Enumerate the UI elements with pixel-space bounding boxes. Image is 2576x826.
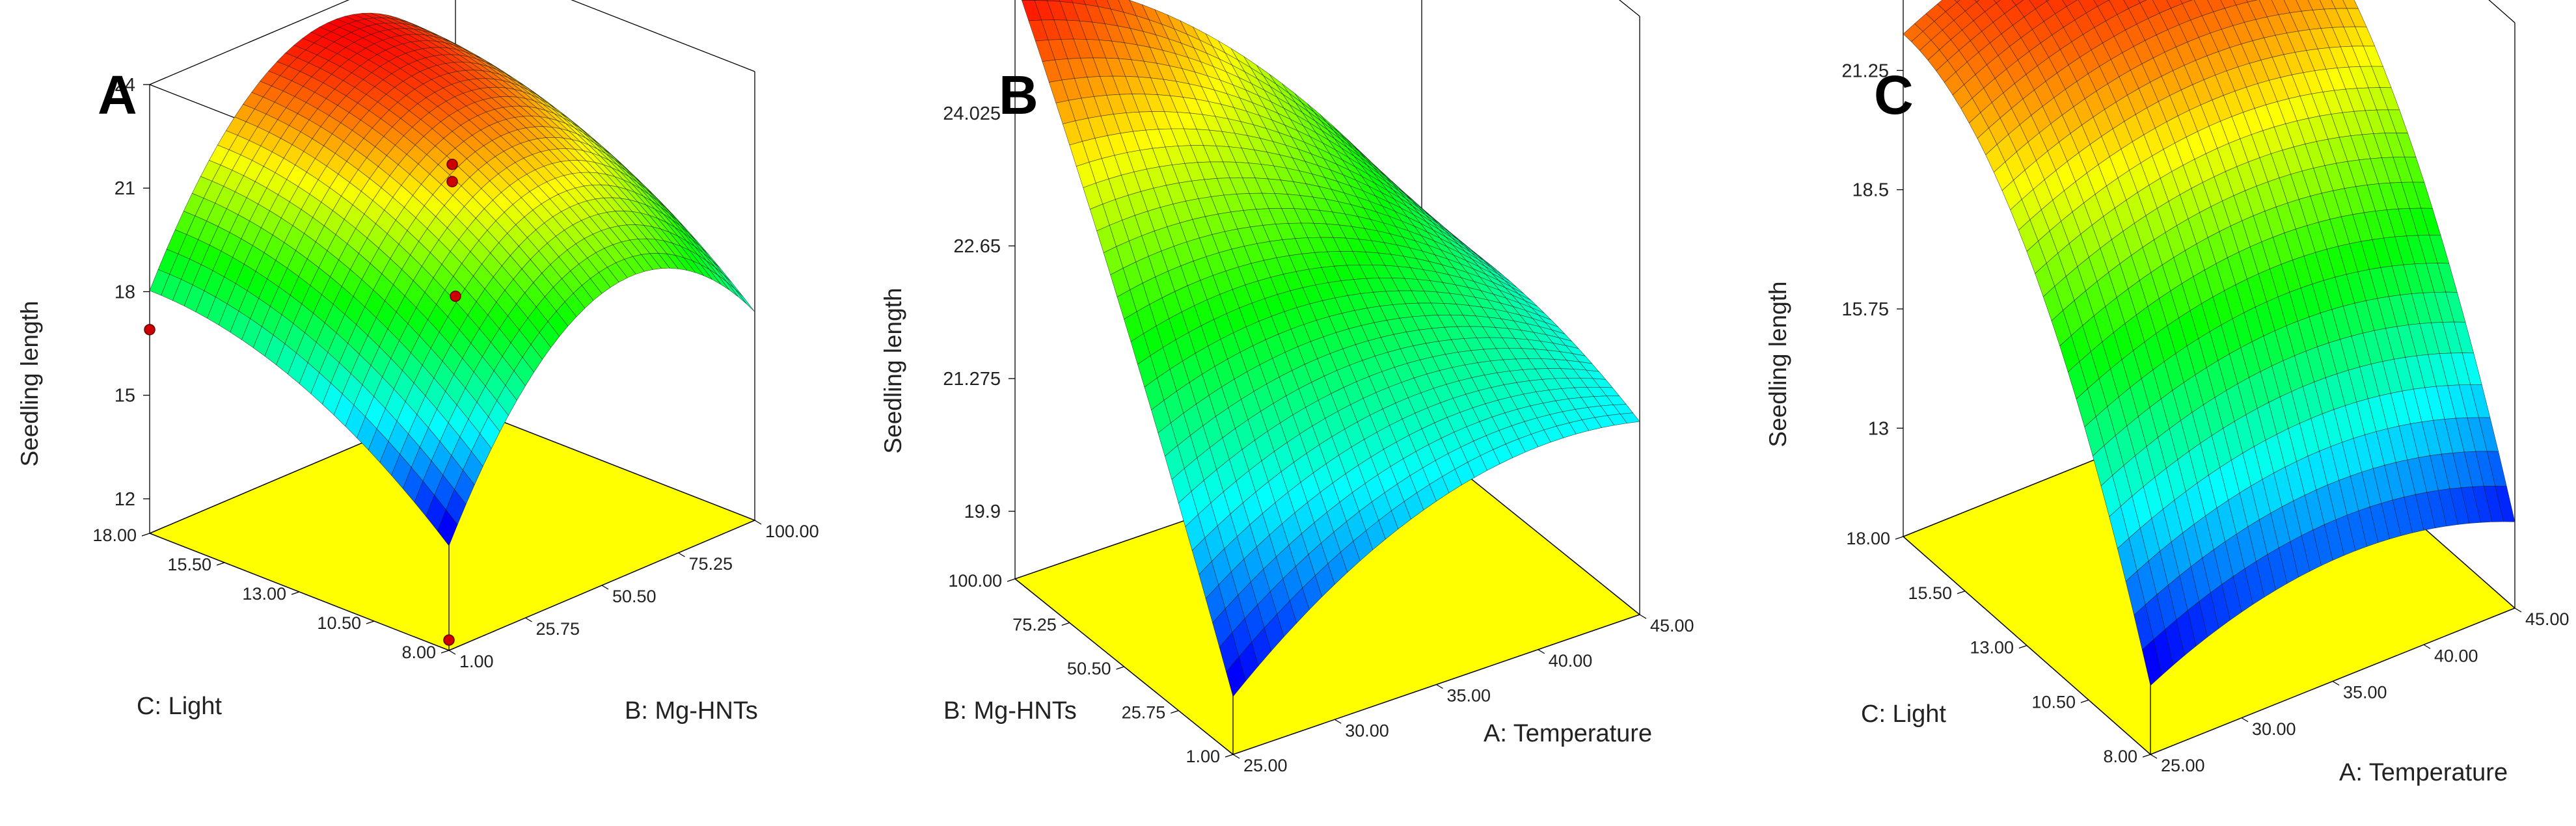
z-tick-label: 13 xyxy=(1868,418,1889,439)
design-point xyxy=(450,290,461,302)
y-tick-label: 10.50 xyxy=(2031,692,2076,712)
design-point xyxy=(446,158,458,170)
response-surface xyxy=(1021,0,1640,697)
y-tick-label: 50.50 xyxy=(1067,659,1111,678)
design-point xyxy=(144,324,156,336)
z-tick-label: 24 xyxy=(115,75,135,96)
design-point xyxy=(446,176,458,187)
y-tick-label: 8.00 xyxy=(2103,747,2137,766)
y-tick-label: 18.00 xyxy=(92,526,137,545)
panel-b-surface-plot: 19.921.27522.6524.02525.41.0025.7550.507… xyxy=(880,0,1694,775)
y-tick-label: 10.50 xyxy=(317,613,361,633)
y-tick-label: 75.25 xyxy=(1012,615,1057,635)
x-tick-label: 35.00 xyxy=(2343,683,2387,702)
x-axis-title: A: Temperature xyxy=(2339,759,2508,786)
z-tick-label: 21.25 xyxy=(1841,60,1889,81)
z-axis-title: Seedling length xyxy=(1765,281,1791,447)
response-surface xyxy=(149,12,755,546)
x-tick-label: 50.50 xyxy=(612,587,657,606)
panel-c-surface-plot: 1315.7518.521.25248.0010.5013.0015.5018.… xyxy=(1765,0,2569,786)
z-tick-label: 24.025 xyxy=(943,103,1001,124)
y-tick-label: 1.00 xyxy=(1186,747,1220,766)
y-tick-label: 8.00 xyxy=(401,643,436,662)
x-tick-label: 25.75 xyxy=(536,619,580,639)
y-tick-label: 13.00 xyxy=(1970,638,2014,658)
x-axis-ticks: 25.00 30.00 35.00 40.00 45.00 xyxy=(2150,607,2569,775)
x-axis-ticks: 25.00 30.00 35.00 40.00 45.00 xyxy=(1232,614,1694,775)
x-tick-label: 45.00 xyxy=(2525,609,2569,629)
panel-letter: B xyxy=(999,64,1038,126)
x-axis-title: B: Mg-HNTs xyxy=(625,697,758,725)
x-tick-label: 75.25 xyxy=(689,554,733,574)
y-tick-label: 15.50 xyxy=(1908,583,1952,603)
y-tick-label: 100.00 xyxy=(948,571,1002,591)
x-tick-label: 35.00 xyxy=(1447,686,1491,706)
z-tick-label: 22.65 xyxy=(953,236,1001,257)
y-axis-title: B: Mg-HNTs xyxy=(943,697,1077,725)
x-tick-label: 30.00 xyxy=(2252,719,2296,739)
y-tick-label: 13.00 xyxy=(242,584,286,604)
z-tick-label: 18.5 xyxy=(1852,180,1889,201)
z-tick-label: 18 xyxy=(115,282,135,302)
z-axis-title: Seedling length xyxy=(16,300,43,466)
x-tick-label: 1.00 xyxy=(459,652,494,671)
z-axis-ticks: 12 15 18 21 24 xyxy=(115,75,150,510)
y-axis-title: C: Light xyxy=(1861,700,1946,728)
z-tick-label: 21 xyxy=(115,178,135,199)
x-tick-label: 25.00 xyxy=(2161,756,2205,775)
panel-letter: C xyxy=(1874,64,1914,126)
x-tick-label: 25.00 xyxy=(1243,756,1288,775)
x-tick-label: 30.00 xyxy=(1345,721,1389,740)
z-tick-label: 19.9 xyxy=(964,501,1001,522)
y-axis-title: C: Light xyxy=(137,693,222,720)
x-tick-label: 45.00 xyxy=(1650,616,1694,635)
x-tick-label: 40.00 xyxy=(1549,651,1593,671)
z-tick-label: 15.75 xyxy=(1841,299,1889,320)
z-tick-label: 15 xyxy=(115,386,135,406)
y-axis-ticks: 1.00 25.75 50.50 75.25 100.00 xyxy=(948,571,1234,766)
panel-letter: A xyxy=(98,64,137,126)
x-axis-ticks: 1.00 25.75 50.50 75.25 100.00 xyxy=(448,520,819,671)
z-tick-label: 12 xyxy=(115,489,135,510)
x-tick-label: 40.00 xyxy=(2434,646,2478,665)
x-tick-label: 100.00 xyxy=(765,522,819,541)
z-tick-label: 21.275 xyxy=(943,369,1001,390)
y-tick-label: 15.50 xyxy=(167,555,211,574)
y-tick-label: 18.00 xyxy=(1846,529,1890,548)
y-axis-ticks: 8.00 10.50 13.00 15.50 18.00 xyxy=(1846,529,2151,766)
y-axis-ticks: 8.00 10.50 13.00 15.50 18.00 xyxy=(92,526,450,662)
design-point xyxy=(443,634,455,646)
panel-a-surface-plot: 12 15 18 21 24 8.00 10.50 13.00 15.50 18.00 1.00 25… xyxy=(16,0,819,725)
z-axis-title: Seedling length xyxy=(880,287,906,453)
y-tick-label: 25.75 xyxy=(1122,703,1166,723)
x-axis-title: A: Temperature xyxy=(1484,720,1652,747)
response-surface xyxy=(1903,0,2515,686)
